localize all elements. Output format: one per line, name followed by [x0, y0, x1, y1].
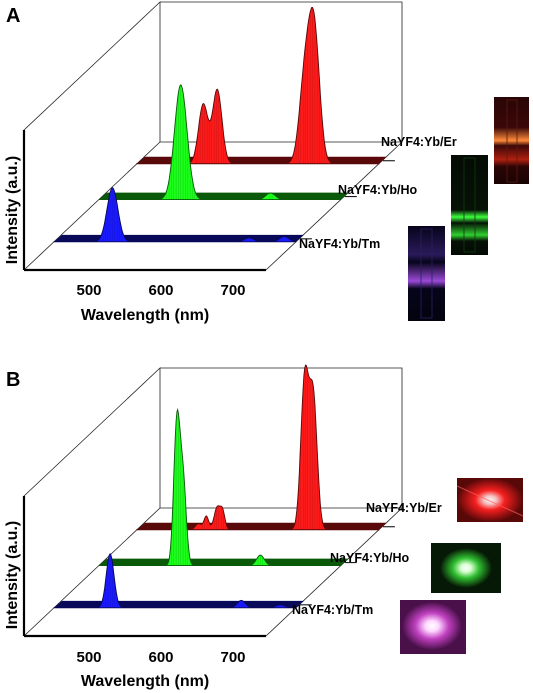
panel-a-vial-ho — [451, 155, 488, 255]
panel-a-label: A — [6, 5, 20, 27]
panel-b-photo-tm — [400, 600, 466, 654]
spectrum-series-ho — [98, 407, 341, 567]
spectrum-series-tm — [53, 187, 297, 243]
panel-b-y-axis-label: Intensity (a.u.) — [4, 521, 21, 629]
panel-a-vial-er — [494, 97, 529, 184]
panel-a-vial-tm — [408, 226, 445, 321]
panel-b-x-tick: 500 — [76, 649, 101, 666]
panel-b-series-label-tm: NaYF4:Yb/Tm — [292, 603, 373, 617]
panel-b-series-label-ho: NaYF4:Yb/Ho — [330, 551, 410, 565]
panel-a-x-ticks: 500 600 700 — [76, 282, 245, 299]
spectrum-baseline-tm — [53, 600, 304, 608]
panel-a-y-axis-label: Intensity (a.u.) — [4, 156, 21, 264]
panel-a-x-tick: 500 — [76, 282, 101, 299]
spectrum-shading-ho — [166, 84, 273, 200]
spectrum-series-ho — [98, 84, 341, 201]
spectrum-shading-er — [195, 7, 327, 164]
panel-b-spectra — [53, 364, 395, 609]
spectrum-shading-tm — [102, 187, 122, 242]
spectrum-baseline-ho — [98, 192, 349, 200]
panel-a: A NaYF4:Yb/Er NaYF4:Yb/Ho NaYF4:Yb/Tm 50… — [4, 1, 529, 324]
panel-a-x-tick: 600 — [148, 282, 173, 299]
panel-a-series-label-er: NaYF4:Yb/Er — [381, 135, 457, 149]
panel-a-spectra — [53, 7, 395, 243]
spectrum-series-tm — [53, 553, 297, 609]
panel-b: B NaYF4:Yb/Er NaYF4:Yb/Ho NaYF4:Yb/Tm 50… — [4, 364, 524, 690]
panel-a-x-tick: 700 — [220, 282, 245, 299]
spectrum-baseline-ho — [98, 558, 349, 566]
panel-a-x-axis-label: Wavelength (nm) — [81, 307, 209, 324]
panel-b-series-label-er: NaYF4:Yb/Er — [366, 501, 442, 515]
spectrum-baseline-tm — [53, 234, 304, 242]
panel-a-series-label-tm: NaYF4:Yb/Tm — [299, 237, 380, 251]
spectrum-shading-er — [202, 365, 323, 530]
panel-b-photo-ho — [431, 543, 501, 593]
panel-b-photo-er — [456, 478, 524, 522]
spectrum-shading-tm — [102, 553, 244, 608]
panel-b-x-tick: 700 — [220, 649, 245, 666]
panel-b-x-axis-label: Wavelength (nm) — [81, 673, 209, 690]
panel-a-series-label-ho: NaYF4:Yb/Ho — [338, 183, 418, 197]
panel-b-x-ticks: 500 600 700 — [76, 649, 245, 666]
panel-b-x-tick: 600 — [148, 649, 173, 666]
spectrum-shading-ho — [168, 413, 263, 566]
panel-b-label: B — [6, 369, 20, 391]
panel-b-frame — [22, 367, 403, 638]
